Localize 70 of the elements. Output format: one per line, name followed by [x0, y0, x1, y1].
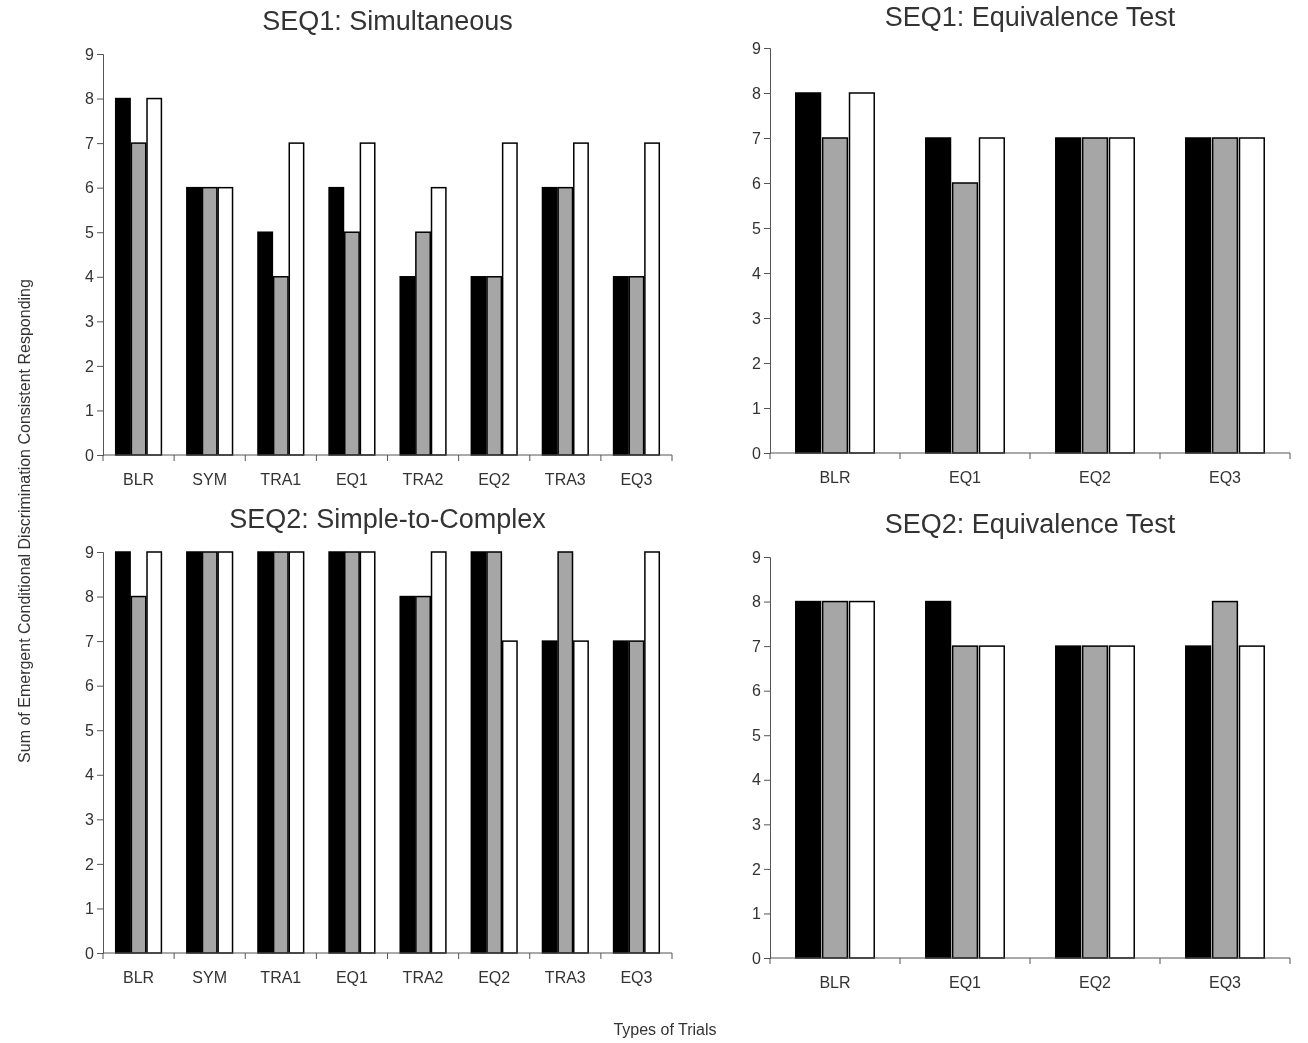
- x-tick-label: EQ1: [335, 471, 369, 488]
- y-tick-label: 9: [85, 45, 95, 63]
- y-tick-label: 7: [85, 134, 95, 152]
- y-tick-label: 8: [85, 588, 95, 606]
- y-tick-label: 4: [752, 264, 762, 282]
- y-tick-label: 9: [85, 543, 95, 561]
- y-tick-label: 8: [752, 84, 762, 102]
- y-tick-label: 3: [752, 309, 762, 327]
- x-tick-label: TRA3: [544, 969, 586, 986]
- x-tick-label: EQ3: [620, 969, 653, 986]
- y-tick-label: 1: [752, 905, 762, 923]
- y-tick-label: 5: [752, 219, 762, 237]
- x-tick-label: EQ2: [1078, 469, 1112, 486]
- y-tick-label: 9: [752, 548, 762, 566]
- x-axis-title: Types of Trials: [613, 1021, 717, 1038]
- y-tick-label: 9: [752, 39, 762, 57]
- x-tick-label: EQ2: [1078, 974, 1112, 991]
- y-tick-label: 3: [752, 815, 762, 833]
- y-tick-label: 1: [85, 900, 95, 918]
- chart-title: SEQ2: Simple-to-Complex: [229, 504, 547, 534]
- y-tick-label: 7: [85, 632, 95, 650]
- y-tick-label: 5: [752, 726, 762, 744]
- y-tick-label: 6: [752, 682, 762, 700]
- y-tick-label: 2: [752, 354, 762, 372]
- x-tick-label: EQ1: [948, 469, 982, 486]
- y-tick-label: 4: [85, 268, 95, 286]
- y-tick-label: 7: [752, 129, 762, 147]
- x-tick-label: EQ3: [620, 471, 653, 488]
- x-tick-label: EQ3: [1208, 974, 1242, 991]
- y-tick-label: 3: [85, 312, 95, 330]
- y-tick-label: 0: [752, 949, 762, 967]
- x-tick-label: EQ2: [478, 969, 511, 986]
- y-tick-label: 2: [85, 357, 95, 375]
- y-tick-label: 0: [752, 444, 762, 462]
- y-tick-label: 4: [752, 771, 762, 789]
- y-tick-label: 6: [85, 179, 95, 197]
- y-tick-label: 1: [85, 402, 95, 420]
- y-tick-label: 5: [85, 721, 95, 739]
- y-tick-label: 6: [85, 677, 95, 695]
- y-tick-label: 6: [752, 174, 762, 192]
- y-tick-label: 3: [85, 810, 95, 828]
- x-tick-label: TRA1: [260, 471, 302, 488]
- x-tick-label: SYM: [192, 471, 228, 488]
- x-tick-label: TRA2: [402, 969, 444, 986]
- x-tick-label: BLR: [123, 471, 155, 488]
- y-tick-label: 0: [85, 944, 95, 962]
- x-tick-label: BLR: [819, 974, 851, 991]
- chart-title: SEQ1: Simultaneous: [262, 6, 513, 36]
- y-tick-label: 0: [85, 446, 95, 464]
- y-tick-label: 5: [85, 223, 95, 241]
- x-tick-label: EQ1: [948, 974, 982, 991]
- y-tick-label: 7: [752, 637, 762, 655]
- y-tick-label: 8: [752, 593, 762, 611]
- x-tick-label: TRA3: [544, 471, 586, 488]
- x-tick-label: EQ3: [1208, 469, 1242, 486]
- y-tick-label: 8: [85, 90, 95, 108]
- x-tick-label: EQ2: [478, 471, 511, 488]
- y-tick-label: 1: [752, 399, 762, 417]
- x-tick-label: BLR: [819, 469, 851, 486]
- x-tick-label: TRA2: [402, 471, 444, 488]
- x-tick-label: BLR: [123, 969, 155, 986]
- x-tick-label: SYM: [192, 969, 228, 986]
- y-tick-label: 2: [752, 860, 762, 878]
- y-axis-title: Sum of Emergent Conditional Discrimination Consistent Responding: [16, 279, 33, 763]
- y-tick-label: 2: [85, 855, 95, 873]
- x-tick-label: EQ1: [335, 969, 369, 986]
- chart-title: SEQ1: Equivalence Test: [884, 2, 1176, 32]
- chart-title: SEQ2: Equivalence Test: [884, 509, 1176, 539]
- x-tick-label: TRA1: [260, 969, 302, 986]
- y-tick-label: 4: [85, 766, 95, 784]
